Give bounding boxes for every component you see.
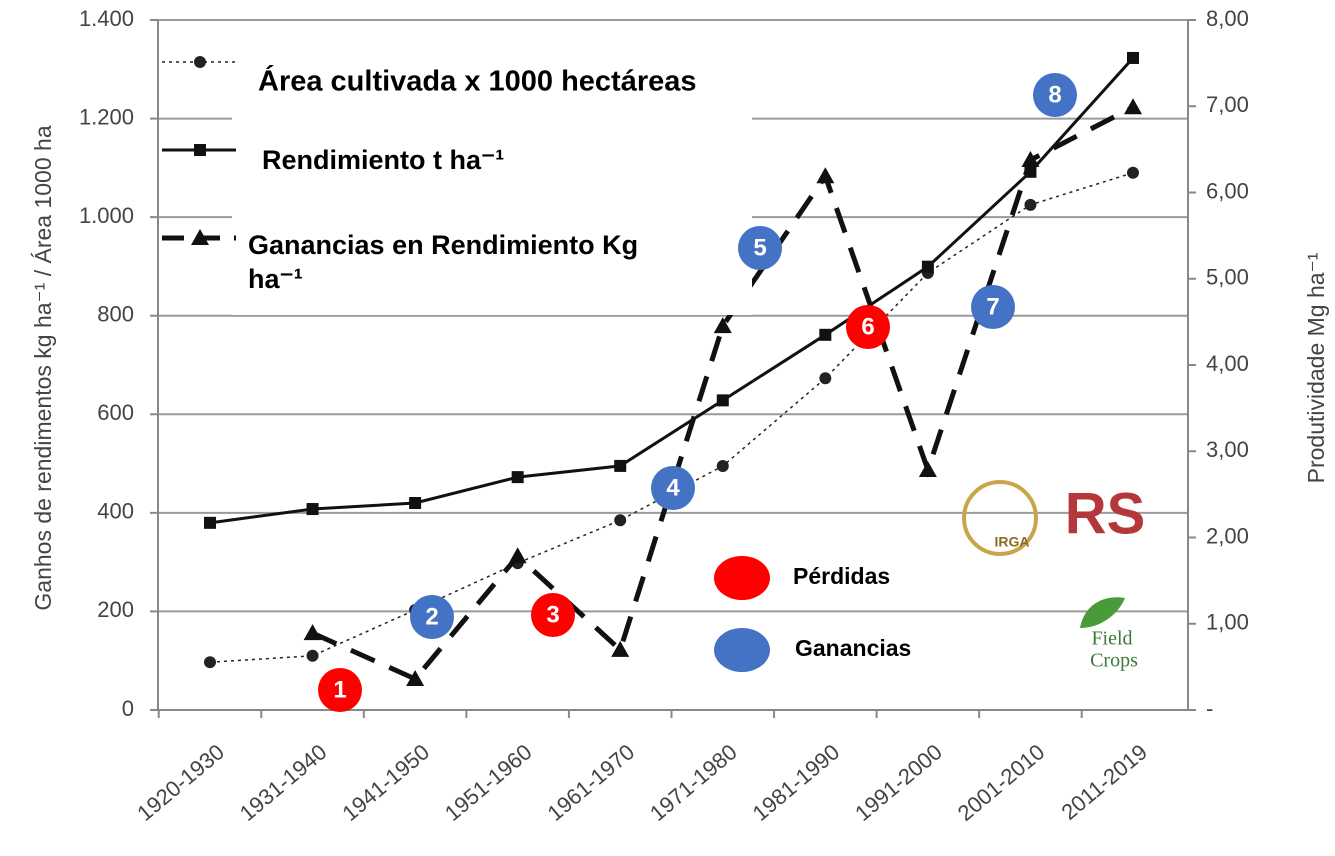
y-tick-label: 600 [97, 400, 134, 425]
annotation-label: 8 [1048, 81, 1061, 108]
point [716, 460, 729, 473]
y2-tick-label: - [1206, 696, 1213, 721]
logo-leaf [1080, 597, 1125, 628]
point [614, 459, 627, 472]
point [611, 640, 630, 657]
x-tick-label: 1931-1940 [235, 739, 332, 826]
annotation-label: 2 [425, 603, 438, 630]
legend-label: Rendimiento t ha⁻¹ [262, 145, 504, 175]
logo-text: Field [1091, 628, 1132, 650]
x-tick-label: 1951-1960 [440, 739, 537, 826]
y-tick-label: 400 [97, 499, 134, 524]
x-tick-label: 1920-1930 [132, 739, 229, 826]
y-axis-label: Ganhos de rendimentos kg ha⁻¹ / Área 100… [30, 125, 56, 610]
y-tick-label: 0 [122, 696, 134, 721]
y2-tick-label: 6,00 [1206, 178, 1249, 203]
point [508, 547, 527, 564]
marker-legend-dot [714, 556, 770, 600]
y2-tick-label: 1,00 [1206, 610, 1249, 635]
point [921, 260, 934, 273]
series-line [209, 56, 1135, 525]
marker-legend-dot [714, 628, 770, 672]
point [194, 56, 206, 68]
annotation-dot [1033, 73, 1077, 117]
marker-legend-label: Pérdidas [793, 563, 890, 589]
annotation-dot [651, 466, 695, 510]
annotation-label: 1 [333, 676, 346, 703]
point [303, 624, 322, 641]
annotation-label: 5 [753, 234, 766, 261]
y-tick-label: 200 [97, 597, 134, 622]
marker-legend-box [775, 555, 1000, 610]
y-tick-label: 1.400 [79, 6, 134, 31]
y2-tick-label: 7,00 [1206, 92, 1249, 117]
annotation-dot [531, 593, 575, 637]
legend-box [232, 55, 752, 315]
point [819, 372, 832, 385]
marker-legend-label: Ganancias [795, 635, 911, 661]
x-tick-label: 2001-2010 [953, 739, 1050, 826]
point [614, 514, 627, 527]
y2-axis-label: Produtividade Mg ha⁻¹ [1303, 252, 1329, 483]
x-tick-label: 1941-1950 [337, 739, 434, 826]
y-tick-label: 800 [97, 302, 134, 327]
y2-tick-label: 2,00 [1206, 523, 1249, 548]
series-line [209, 172, 1134, 663]
point [511, 471, 524, 484]
point [816, 167, 835, 184]
y2-tick-label: 3,00 [1206, 437, 1249, 462]
annotation-dot [971, 285, 1015, 329]
logo-text: RS [1065, 481, 1146, 546]
point [1127, 51, 1139, 64]
annotation-dot [738, 226, 782, 270]
annotation-dot [410, 595, 454, 639]
y-tick-label: 1.200 [79, 104, 134, 129]
annotation-label: 4 [666, 474, 680, 501]
annotation-dot [846, 305, 890, 349]
y2-tick-label: 4,00 [1206, 351, 1249, 376]
logo-text: Crops [1090, 650, 1138, 672]
annotation-label: 3 [546, 601, 559, 628]
point [918, 460, 937, 477]
point [1124, 98, 1142, 115]
x-tick-label: 2011-2019 [1057, 739, 1152, 825]
point [406, 669, 425, 686]
point [713, 317, 732, 334]
point [716, 394, 729, 407]
y2-tick-label: 5,00 [1206, 265, 1249, 290]
point [409, 497, 422, 509]
point [1127, 166, 1139, 179]
point [306, 649, 319, 662]
point [1021, 150, 1040, 167]
point [194, 144, 206, 156]
point [1024, 198, 1037, 211]
legend-label: Ganancias en Rendimiento Kg ha⁻¹ [248, 230, 639, 294]
point [191, 229, 209, 245]
point [819, 328, 832, 341]
point [204, 516, 216, 529]
y-tick-label: 1.000 [79, 203, 134, 228]
x-tick-label: 1991-2000 [850, 739, 947, 826]
annotation-dot [318, 668, 362, 712]
logo-text: IRGA [995, 534, 1030, 550]
annotation-label: 6 [861, 313, 874, 340]
point [306, 503, 319, 516]
legend-label-box: Ganancias en Rendimiento Kg ha⁻¹ [248, 230, 639, 294]
x-tick-label: 1981-1990 [748, 739, 845, 826]
x-tick-label: 1961-1970 [543, 739, 640, 826]
point [204, 656, 216, 669]
logo-irga [962, 480, 1038, 556]
x-tick-label: 1971-1980 [645, 739, 742, 826]
annotation-label: 7 [986, 293, 999, 320]
y2-tick-label: 8,00 [1206, 6, 1249, 31]
legend-label: Área cultivada x 1000 hectáreas [258, 64, 697, 98]
